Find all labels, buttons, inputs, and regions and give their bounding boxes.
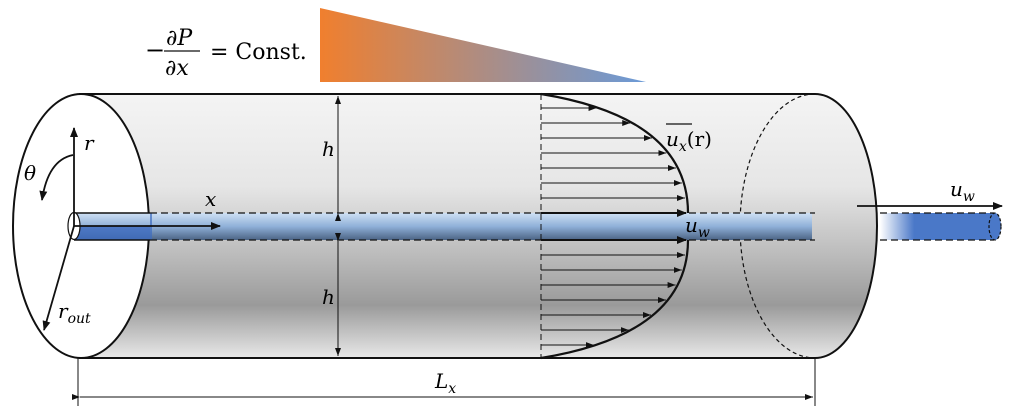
theta-arrow bbox=[39, 154, 74, 201]
hidden-cross-section bbox=[739, 93, 816, 359]
r-out-label: rout bbox=[58, 299, 91, 327]
x-label: x bbox=[205, 187, 216, 211]
h-top-label: h bbox=[322, 137, 335, 161]
formula-const: = Const. bbox=[210, 40, 307, 65]
h-bottom-label: h bbox=[322, 285, 335, 309]
theta-label: θ bbox=[24, 161, 36, 185]
uw-outer-label: uw bbox=[950, 177, 975, 205]
minus-sign: − bbox=[145, 36, 165, 64]
pressure-gradient-wedge bbox=[320, 8, 646, 82]
outlet-rod bbox=[880, 213, 994, 240]
formula-numerator: ∂P bbox=[166, 26, 193, 51]
uw-inner-label: uw bbox=[685, 213, 710, 241]
Lx-label: Lx bbox=[434, 369, 456, 397]
pressure-gradient-formula: − ∂P ∂x = Const. bbox=[145, 26, 307, 81]
formula-denominator: ∂x bbox=[165, 56, 189, 81]
r-label: r bbox=[84, 131, 95, 155]
ux-label: ux(r) bbox=[666, 127, 712, 155]
velocity-arrows bbox=[541, 105, 687, 348]
r-out-arrow bbox=[42, 225, 75, 331]
